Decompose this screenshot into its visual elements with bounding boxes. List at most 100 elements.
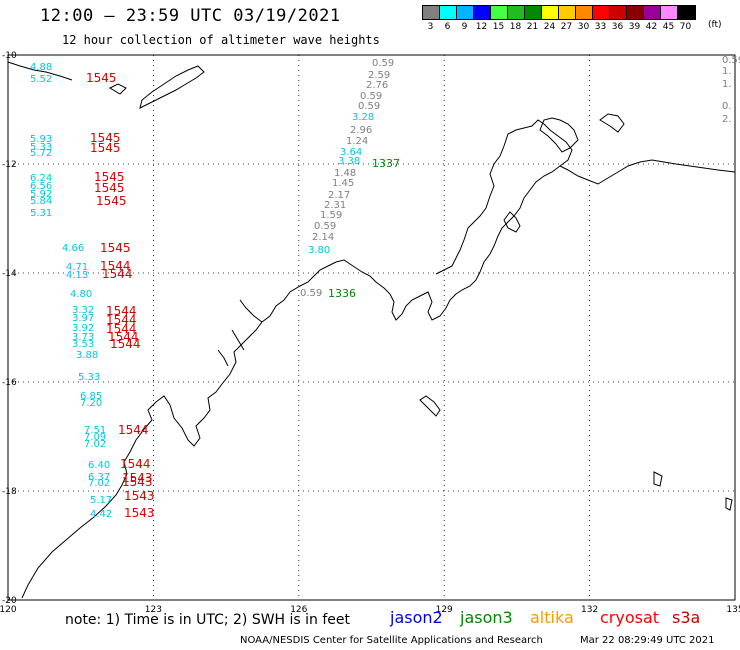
pass-time-label: 1544 bbox=[106, 304, 137, 318]
wave-height-value: 2.17 bbox=[328, 190, 350, 201]
wave-height-value: 5.92 bbox=[30, 189, 52, 200]
legend-label: 6 bbox=[444, 22, 451, 32]
wave-height-value: 1. bbox=[722, 79, 732, 90]
pass-time-label: 1544 bbox=[100, 259, 131, 273]
wave-height-value: 5.33 bbox=[78, 372, 100, 383]
wave-height-value: 1.59 bbox=[320, 210, 342, 221]
wave-height-value: 3.53 bbox=[72, 339, 94, 350]
legend-label: 15 bbox=[492, 22, 505, 32]
legend-swatch bbox=[491, 6, 508, 19]
legend-color-bar bbox=[422, 5, 696, 20]
wave-height-value: 3.32 bbox=[72, 305, 94, 316]
legend-swatch bbox=[644, 6, 661, 19]
wave-height-value: 0.59 bbox=[300, 288, 322, 299]
legend-label: 42 bbox=[645, 22, 658, 32]
wave-height-value: 5.93 bbox=[30, 134, 52, 145]
wave-height-value: 3.88 bbox=[76, 350, 98, 361]
wave-height-value: 6.40 bbox=[88, 460, 110, 471]
wave-height-value: 6.24 bbox=[30, 173, 52, 184]
wave-height-value: 0.59 bbox=[360, 91, 382, 102]
wave-height-value: 4.88 bbox=[30, 62, 52, 73]
lat-tick-label: -18 bbox=[2, 487, 17, 497]
pass-time-label: 1544 bbox=[106, 313, 137, 327]
wave-height-value: 2. bbox=[722, 114, 732, 125]
legend-label: 24 bbox=[543, 22, 556, 32]
lon-tick-label: 123 bbox=[145, 605, 162, 615]
legend-swatch bbox=[525, 6, 542, 19]
pass-time-label: 1544 bbox=[110, 337, 141, 351]
wave-height-value: 3.97 bbox=[72, 313, 94, 324]
wave-height-value: 1.24 bbox=[346, 136, 368, 147]
wave-height-value: 3.38 bbox=[338, 156, 360, 167]
wave-height-value: 3.28 bbox=[352, 112, 374, 123]
pass-time-label: 1545 bbox=[90, 141, 121, 155]
wave-height-value: 3.73 bbox=[72, 332, 94, 343]
wave-height-value: 1. bbox=[722, 66, 732, 77]
legend-swatch bbox=[508, 6, 525, 19]
wave-height-value: 5.17 bbox=[90, 495, 112, 506]
lat-tick-label: -10 bbox=[2, 51, 17, 61]
legend-swatch bbox=[661, 6, 678, 19]
wave-height-value: 7.02 bbox=[84, 439, 106, 450]
pass-time-label: 1544 bbox=[108, 330, 139, 344]
legend-swatch bbox=[576, 6, 593, 19]
wave-height-value: 7.20 bbox=[80, 398, 102, 409]
wave-height-value: 4.80 bbox=[70, 289, 92, 300]
legend-label: 12 bbox=[475, 22, 488, 32]
pass-time-label: 1545 bbox=[96, 194, 127, 208]
wave-height-value: 1.48 bbox=[334, 168, 356, 179]
pass-time-label: 1545 bbox=[94, 181, 125, 195]
legend-swatch bbox=[440, 6, 457, 19]
satellite-jason2: jason2 bbox=[390, 608, 443, 627]
wave-height-value: 0.59 bbox=[358, 101, 380, 112]
page-subtitle: 12 hour collection of altimeter wave hei… bbox=[62, 33, 380, 47]
legend-swatch bbox=[457, 6, 474, 19]
pass-time-label: 1544 bbox=[120, 457, 151, 471]
wave-height-value: 7.02 bbox=[88, 478, 110, 489]
wave-height-value: 4.71 bbox=[66, 262, 88, 273]
wave-height-value: 5.52 bbox=[30, 74, 52, 85]
pass-time-label: 1337 bbox=[372, 157, 400, 170]
legend-unit: (ft) bbox=[708, 20, 722, 30]
wave-height-value: 5.84 bbox=[30, 196, 52, 207]
legend-label: 27 bbox=[560, 22, 573, 32]
legend-label: 9 bbox=[461, 22, 468, 32]
legend-swatch bbox=[423, 6, 440, 19]
legend-swatch bbox=[610, 6, 627, 19]
footnote: note: 1) Time is in UTC; 2) SWH is in fe… bbox=[65, 612, 351, 628]
wave-height-value: 0.59 bbox=[372, 58, 394, 69]
legend-label: 70 bbox=[679, 22, 692, 32]
lat-tick-label: -20 bbox=[2, 596, 17, 606]
color-legend: 3 6 9 12 15 18 21 24 27 30 33 36 39 42 45 70 bbox=[422, 5, 696, 32]
pass-time-label: 1545 bbox=[94, 170, 125, 184]
wave-height-value: 4.13 bbox=[66, 270, 88, 281]
pass-time-label: 1544 bbox=[118, 423, 149, 437]
wave-height-value: 2.59 bbox=[368, 70, 390, 81]
lat-tick-label: -16 bbox=[2, 378, 17, 388]
wave-height-value: 0.59 bbox=[314, 221, 336, 232]
wave-height-value: 2.31 bbox=[324, 200, 346, 211]
wave-height-value: 1.45 bbox=[332, 178, 354, 189]
lon-tick-label: 120 bbox=[0, 605, 17, 615]
credit-line: NOAA/NESDIS Center for Satellite Applica… bbox=[240, 635, 543, 646]
wave-height-value: 5.31 bbox=[30, 208, 52, 219]
coastline bbox=[7, 61, 736, 599]
pass-time-label: 1545 bbox=[100, 241, 131, 255]
wave-height-value: 6.85 bbox=[80, 391, 102, 402]
wave-height-value: 2.14 bbox=[312, 232, 334, 243]
page-title: 12:00 – 23:59 UTC 03/19/2021 bbox=[40, 6, 341, 26]
generation-timestamp: Mar 22 08:29:49 UTC 2021 bbox=[580, 635, 715, 646]
legend-swatch bbox=[593, 6, 610, 19]
lon-tick-label: 126 bbox=[290, 605, 307, 615]
wave-height-value: 7.51 bbox=[84, 425, 106, 436]
altimeter-tracks: 4.885.525.935.335.726.246.565.925.845.31… bbox=[30, 55, 740, 520]
pass-time-label: 1543 bbox=[122, 475, 153, 489]
legend-label: 18 bbox=[509, 22, 522, 32]
pass-time-label: 1543 bbox=[124, 489, 155, 503]
lon-tick-label: 135 bbox=[726, 605, 740, 615]
satellite-cryosat: cryosat bbox=[600, 608, 660, 627]
wave-height-value: 5.72 bbox=[30, 148, 52, 159]
wave-height-value: 3.80 bbox=[308, 245, 330, 256]
wave-height-value: 3.92 bbox=[72, 323, 94, 334]
